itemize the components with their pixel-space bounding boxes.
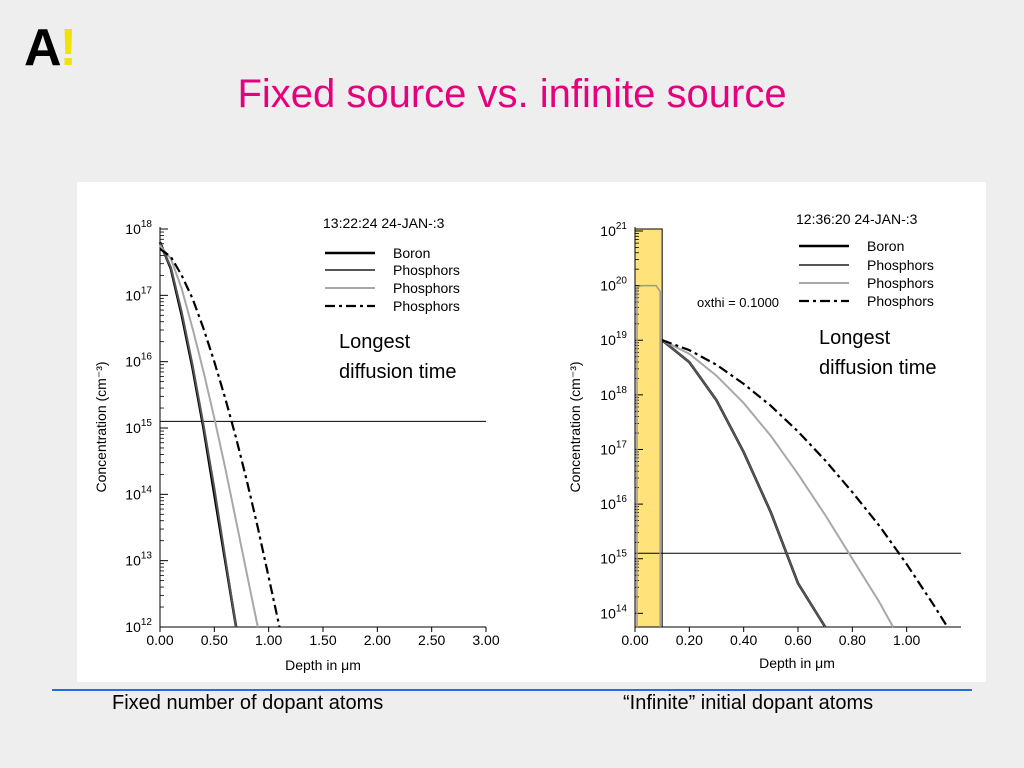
l-x-tick-label: 2.00 bbox=[364, 632, 391, 648]
caption-right: “Infinite” initial dopant atoms bbox=[623, 692, 874, 714]
aalto-logo: A! bbox=[24, 22, 77, 74]
l-y-tick-label: 1017 bbox=[125, 285, 152, 303]
slide-title: Fixed source vs. infinite source bbox=[237, 72, 787, 116]
left-legend: Boron Phosphors Phosphors Phosphors bbox=[325, 245, 460, 314]
right-annotation-line-1: Longest bbox=[819, 327, 891, 349]
l-x-tick-label: 3.00 bbox=[472, 632, 499, 648]
divider-line bbox=[52, 689, 972, 691]
left-chart: 0.00 0.50 1.00 1.50 2.00 2.50 3.00 1018 1017 101… bbox=[93, 215, 500, 673]
l-x-tick-label: 1.00 bbox=[255, 632, 282, 648]
right-y-axis-label: Concentration (cm⁻³) bbox=[567, 361, 583, 492]
right-legend-boron: Boron bbox=[867, 238, 904, 254]
logo-exclamation: ! bbox=[59, 19, 77, 77]
oxide-region-highlight bbox=[634, 228, 663, 628]
r-y-tick-label: 1015 bbox=[600, 549, 627, 567]
r-x-tick-label: 1.00 bbox=[893, 632, 920, 648]
r-y-tick-label: 1020 bbox=[600, 276, 627, 294]
r-series-3-line bbox=[661, 339, 894, 628]
left-legend-phosphors-2: Phosphors bbox=[393, 280, 460, 296]
right-chart: 0.00 0.20 0.40 0.60 0.80 1.00 1021 1020 1019 101… bbox=[567, 211, 961, 671]
caption-left: Fixed number of dopant atoms bbox=[112, 692, 384, 714]
figure-panel: 0.00 0.50 1.00 1.50 2.00 2.50 3.00 1018 1017 101… bbox=[77, 182, 986, 682]
l-series-4-line bbox=[159, 248, 281, 628]
r-y-tick-label: 1016 bbox=[600, 494, 627, 512]
right-parameter-label: oxthi = 0.1000 bbox=[697, 295, 779, 310]
oxide-profile-line bbox=[636, 284, 661, 627]
l-y-tick-label: 1015 bbox=[125, 418, 152, 436]
l-y-tick-label: 1018 bbox=[125, 219, 152, 237]
left-timestamp: 13:22:24 24-JAN-:3 bbox=[323, 215, 445, 231]
r-x-tick-label: 0.00 bbox=[621, 632, 648, 648]
r-x-tick-label: 0.80 bbox=[839, 632, 866, 648]
l-x-tick-label: 0.00 bbox=[146, 632, 173, 648]
l-y-tick-label: 1013 bbox=[125, 551, 152, 569]
l-x-tick-label: 2.50 bbox=[418, 632, 445, 648]
r-y-tick-label: 1019 bbox=[600, 330, 627, 348]
left-annotation-line-2: diffusion time bbox=[339, 361, 456, 383]
figure-svg: 0.00 0.50 1.00 1.50 2.00 2.50 3.00 1018 1017 101… bbox=[93, 211, 961, 673]
right-timestamp: 12:36:20 24-JAN-:3 bbox=[796, 211, 918, 227]
r-y-tick-label: 1018 bbox=[600, 385, 627, 403]
r-series-2-line bbox=[661, 339, 827, 628]
l-series-1-line bbox=[158, 241, 238, 628]
l-y-tick-label: 1012 bbox=[125, 617, 152, 635]
right-legend-phosphors-1: Phosphors bbox=[867, 257, 934, 273]
l-y-tick-label: 1016 bbox=[125, 352, 152, 370]
left-y-axis-label: Concentration (cm⁻³) bbox=[93, 361, 109, 492]
left-x-axis-label: Depth in μm bbox=[285, 657, 361, 673]
left-legend-phosphors-1: Phosphors bbox=[393, 262, 460, 278]
r-x-tick-label: 0.20 bbox=[676, 632, 703, 648]
left-annotation-line-1: Longest bbox=[339, 331, 411, 353]
r-y-tick-label: 1021 bbox=[600, 221, 627, 239]
left-legend-phosphors-3: Phosphors bbox=[393, 298, 460, 314]
l-series-3-line bbox=[159, 244, 259, 628]
r-y-tick-label: 1017 bbox=[600, 439, 627, 457]
right-annotation-line-2: diffusion time bbox=[819, 357, 936, 379]
left-legend-boron: Boron bbox=[393, 245, 430, 261]
l-x-tick-label: 1.50 bbox=[309, 632, 336, 648]
r-y-tick-label: 1014 bbox=[600, 603, 627, 621]
right-legend-phosphors-2: Phosphors bbox=[867, 275, 934, 291]
r-series-4-line bbox=[661, 339, 949, 628]
l-x-tick-label: 0.50 bbox=[201, 632, 228, 648]
r-x-tick-label: 0.40 bbox=[730, 632, 757, 648]
r-x-tick-label: 0.60 bbox=[784, 632, 811, 648]
logo-letter: A bbox=[24, 19, 62, 77]
right-legend: Boron Phosphors Phosphors Phosphors bbox=[799, 238, 934, 309]
l-y-tick-label: 1014 bbox=[125, 484, 152, 502]
l-series-2-line bbox=[159, 243, 238, 628]
right-legend-phosphors-3: Phosphors bbox=[867, 293, 934, 309]
right-x-axis-label: Depth in μm bbox=[759, 655, 835, 671]
